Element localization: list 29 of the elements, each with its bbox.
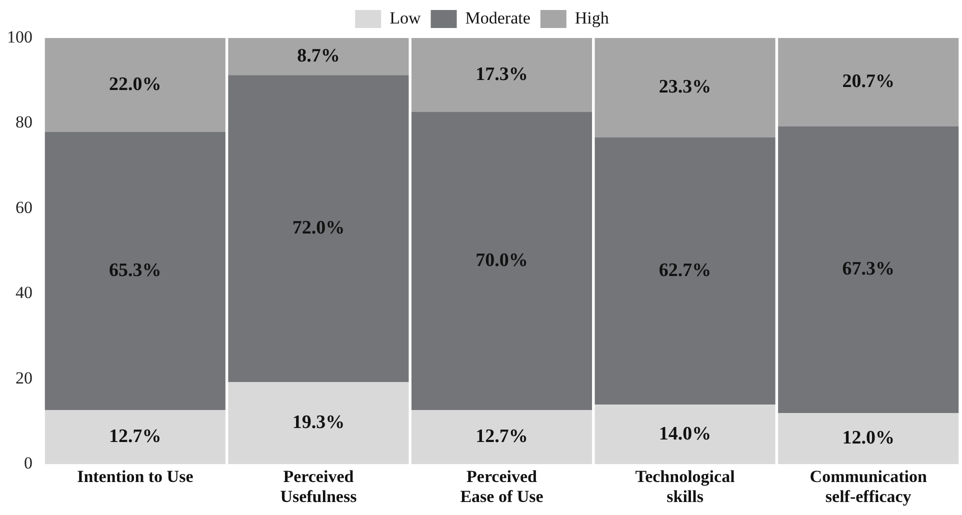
y-tick-label: 20 [16, 368, 32, 388]
y-tick-label: 0 [24, 454, 32, 473]
data-label: 17.3% [476, 64, 528, 85]
data-label: 14.0% [658, 423, 712, 444]
data-label: 12.7% [476, 426, 528, 448]
x-tick-label: Perceived Ease of Use [460, 466, 544, 506]
x-tick-label: Technological skills [635, 466, 736, 506]
data-label: 19.3% [292, 412, 345, 433]
data-label: 8.7% [297, 45, 340, 66]
legend-label: Low [390, 8, 422, 28]
y-tick-label: 100 [7, 27, 32, 46]
x-tick-label: Communication self-efficacy [810, 466, 928, 506]
data-label: 70.0% [476, 250, 528, 271]
y-tick-label: 60 [16, 198, 32, 217]
y-tick-label: 80 [16, 112, 32, 132]
data-label: 20.7% [842, 71, 894, 92]
data-label: 72.0% [292, 217, 345, 238]
data-label: 12.7% [109, 426, 162, 448]
legend-label: High [574, 8, 610, 28]
y-tick-label: 40 [16, 283, 32, 302]
data-label: 67.3% [842, 258, 894, 280]
data-label: 62.7% [658, 260, 712, 281]
x-tick-label: Perceived Usefulness [280, 466, 358, 506]
data-label: 65.3% [109, 260, 162, 281]
data-label: 23.3% [658, 76, 712, 98]
data-label: 22.0% [109, 74, 162, 95]
legend-label: Moderate [465, 8, 530, 28]
x-tick-label: Intention to Use [77, 466, 194, 486]
data-label: 12.0% [842, 428, 894, 449]
